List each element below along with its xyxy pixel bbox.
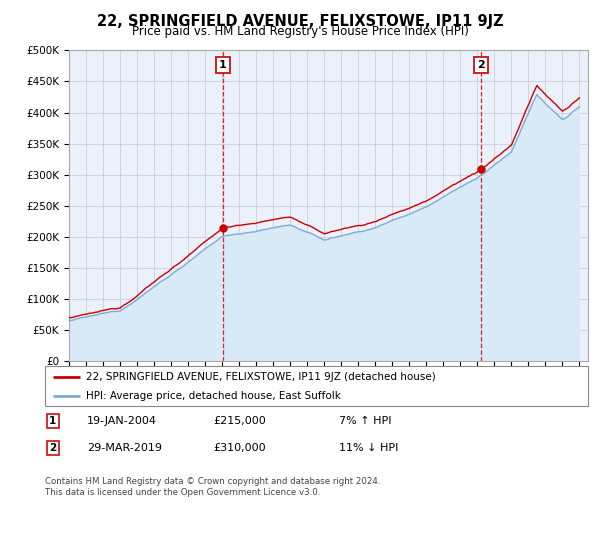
Text: 1: 1: [49, 416, 56, 426]
Text: 7% ↑ HPI: 7% ↑ HPI: [339, 416, 391, 426]
Text: 11% ↓ HPI: 11% ↓ HPI: [339, 443, 398, 453]
Text: Price paid vs. HM Land Registry's House Price Index (HPI): Price paid vs. HM Land Registry's House …: [131, 25, 469, 38]
Text: 2: 2: [478, 60, 485, 71]
Text: £310,000: £310,000: [213, 443, 266, 453]
Text: £215,000: £215,000: [213, 416, 266, 426]
Text: 22, SPRINGFIELD AVENUE, FELIXSTOWE, IP11 9JZ: 22, SPRINGFIELD AVENUE, FELIXSTOWE, IP11…: [97, 14, 503, 29]
Text: 1: 1: [219, 60, 227, 71]
FancyBboxPatch shape: [45, 366, 588, 406]
Text: HPI: Average price, detached house, East Suffolk: HPI: Average price, detached house, East…: [86, 391, 341, 401]
Text: 2: 2: [49, 443, 56, 453]
Text: 22, SPRINGFIELD AVENUE, FELIXSTOWE, IP11 9JZ (detached house): 22, SPRINGFIELD AVENUE, FELIXSTOWE, IP11…: [86, 372, 436, 382]
Text: Contains HM Land Registry data © Crown copyright and database right 2024.
This d: Contains HM Land Registry data © Crown c…: [45, 477, 380, 497]
Text: 19-JAN-2004: 19-JAN-2004: [87, 416, 157, 426]
Text: 29-MAR-2019: 29-MAR-2019: [87, 443, 162, 453]
